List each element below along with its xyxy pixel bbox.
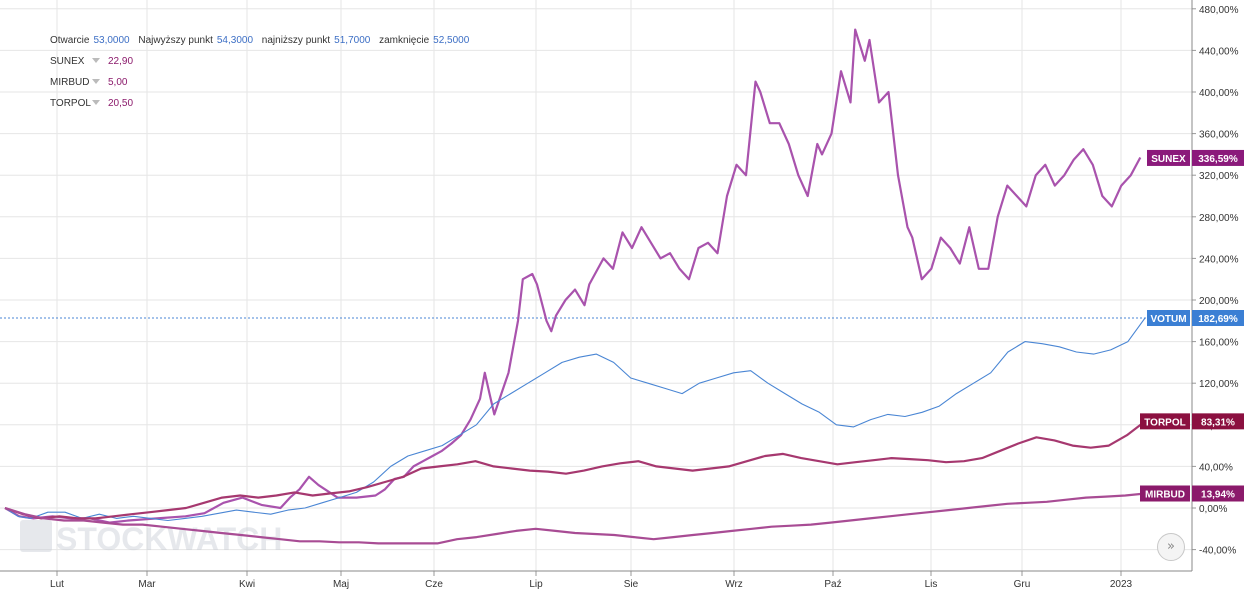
y-tick-label: 40,00%: [1199, 462, 1233, 473]
x-tick-label: Lis: [925, 579, 938, 590]
legend-item-torpol[interactable]: TORPOL 20,50: [50, 93, 475, 114]
value-tag-label: 13,94%: [1201, 490, 1235, 501]
series-line-sunex: [4, 28, 1142, 524]
x-tick-label: Wrz: [725, 579, 743, 590]
dropdown-arrow-icon[interactable]: [92, 79, 100, 85]
series-line-votum: [4, 317, 1146, 522]
legend-symbol: SUNEX: [50, 56, 85, 67]
value-tag-name: SUNEX: [1151, 154, 1186, 165]
legend-value: 20,50: [108, 98, 134, 109]
y-tick-label: 440,00%: [1199, 46, 1239, 57]
dropdown-arrow-icon[interactable]: [92, 100, 100, 106]
ohlc-label: najniższy punkt: [261, 35, 331, 46]
legend-item-mirbud[interactable]: MIRBUD 5,00: [50, 72, 475, 93]
x-tick-label: Gru: [1014, 579, 1031, 590]
y-tick-label: 160,00%: [1199, 338, 1239, 349]
y-tick-label: -40,00%: [1199, 546, 1236, 557]
y-tick-label: 240,00%: [1199, 254, 1239, 265]
value-tags: SUNEX 336,59% VOTUM 182,69% TORPOL 83,31% MIRB…: [1140, 149, 1244, 502]
ohlc-value: 51,7000: [334, 35, 371, 46]
y-tick-label: 0,00%: [1199, 504, 1227, 515]
value-tag-torpol: TORPOL 83,31%: [1140, 413, 1244, 430]
value-tag-mirbud: MIRBUD 13,94%: [1140, 485, 1244, 502]
x-tick-label: Mar: [138, 579, 156, 590]
value-tag-votum: VOTUM 182,69%: [1147, 310, 1244, 327]
y-tick-label: 120,00%: [1199, 379, 1239, 390]
x-tick-label: Sie: [624, 579, 639, 590]
ohlc-label: Otwarcie: [50, 35, 90, 46]
scroll-to-latest-button[interactable]: »: [1157, 533, 1185, 561]
x-tick-label: Lip: [529, 579, 543, 590]
value-tag-label: 83,31%: [1201, 417, 1235, 428]
x-tick-label: Cze: [425, 579, 443, 590]
ohlc-value: 53,0000: [93, 35, 130, 46]
x-tick-label: 2023: [1110, 579, 1133, 590]
y-tick-label: 480,00%: [1199, 5, 1239, 16]
value-tag-name: VOTUM: [1150, 314, 1186, 325]
x-tick-label: Kwi: [239, 579, 255, 590]
double-chevron-right-icon: »: [1167, 539, 1175, 554]
value-tag-name: MIRBUD: [1145, 490, 1185, 501]
legend-item-sunex[interactable]: SUNEX 22,90: [50, 51, 475, 72]
y-tick-label: 200,00%: [1199, 296, 1239, 307]
ohlc-value: 52,5000: [433, 35, 470, 46]
legend-value: 5,00: [108, 77, 128, 88]
dropdown-arrow-icon[interactable]: [92, 58, 100, 64]
x-tick-label: Maj: [333, 579, 349, 590]
series-line-torpol: [4, 420, 1146, 520]
x-tick-label: Lut: [50, 579, 64, 590]
y-tick-label: 400,00%: [1199, 88, 1239, 99]
ohlc-row: Otwarcie 53,0000 Najwyższy punkt 54,3000 n…: [50, 30, 475, 51]
chart-legend: Otwarcie 53,0000 Najwyższy punkt 54,3000 n…: [50, 30, 475, 114]
legend-symbol: MIRBUD: [50, 77, 90, 88]
series-lines: [4, 28, 1146, 545]
ohlc-value: 54,3000: [216, 35, 254, 46]
y-tick-label: 280,00%: [1199, 213, 1239, 224]
y-tick-label: 360,00%: [1199, 130, 1239, 141]
y-tick-label: 320,00%: [1199, 171, 1239, 182]
ohlc-label: zamknięcie: [379, 35, 430, 46]
legend-symbol: TORPOL: [50, 98, 91, 109]
legend-value: 22,90: [108, 56, 134, 67]
value-tag-label: 182,69%: [1198, 314, 1238, 325]
grid: [0, 0, 1192, 571]
value-tag-name: TORPOL: [1144, 417, 1185, 428]
x-tick-label: Paź: [824, 579, 841, 590]
series-line-mirbud: [4, 492, 1146, 545]
ohlc-label: Najwyższy punkt: [138, 35, 213, 46]
value-tag-sunex: SUNEX 336,59%: [1147, 149, 1244, 166]
watermark-logo-icon: [20, 520, 52, 552]
value-tag-label: 336,59%: [1198, 154, 1238, 165]
